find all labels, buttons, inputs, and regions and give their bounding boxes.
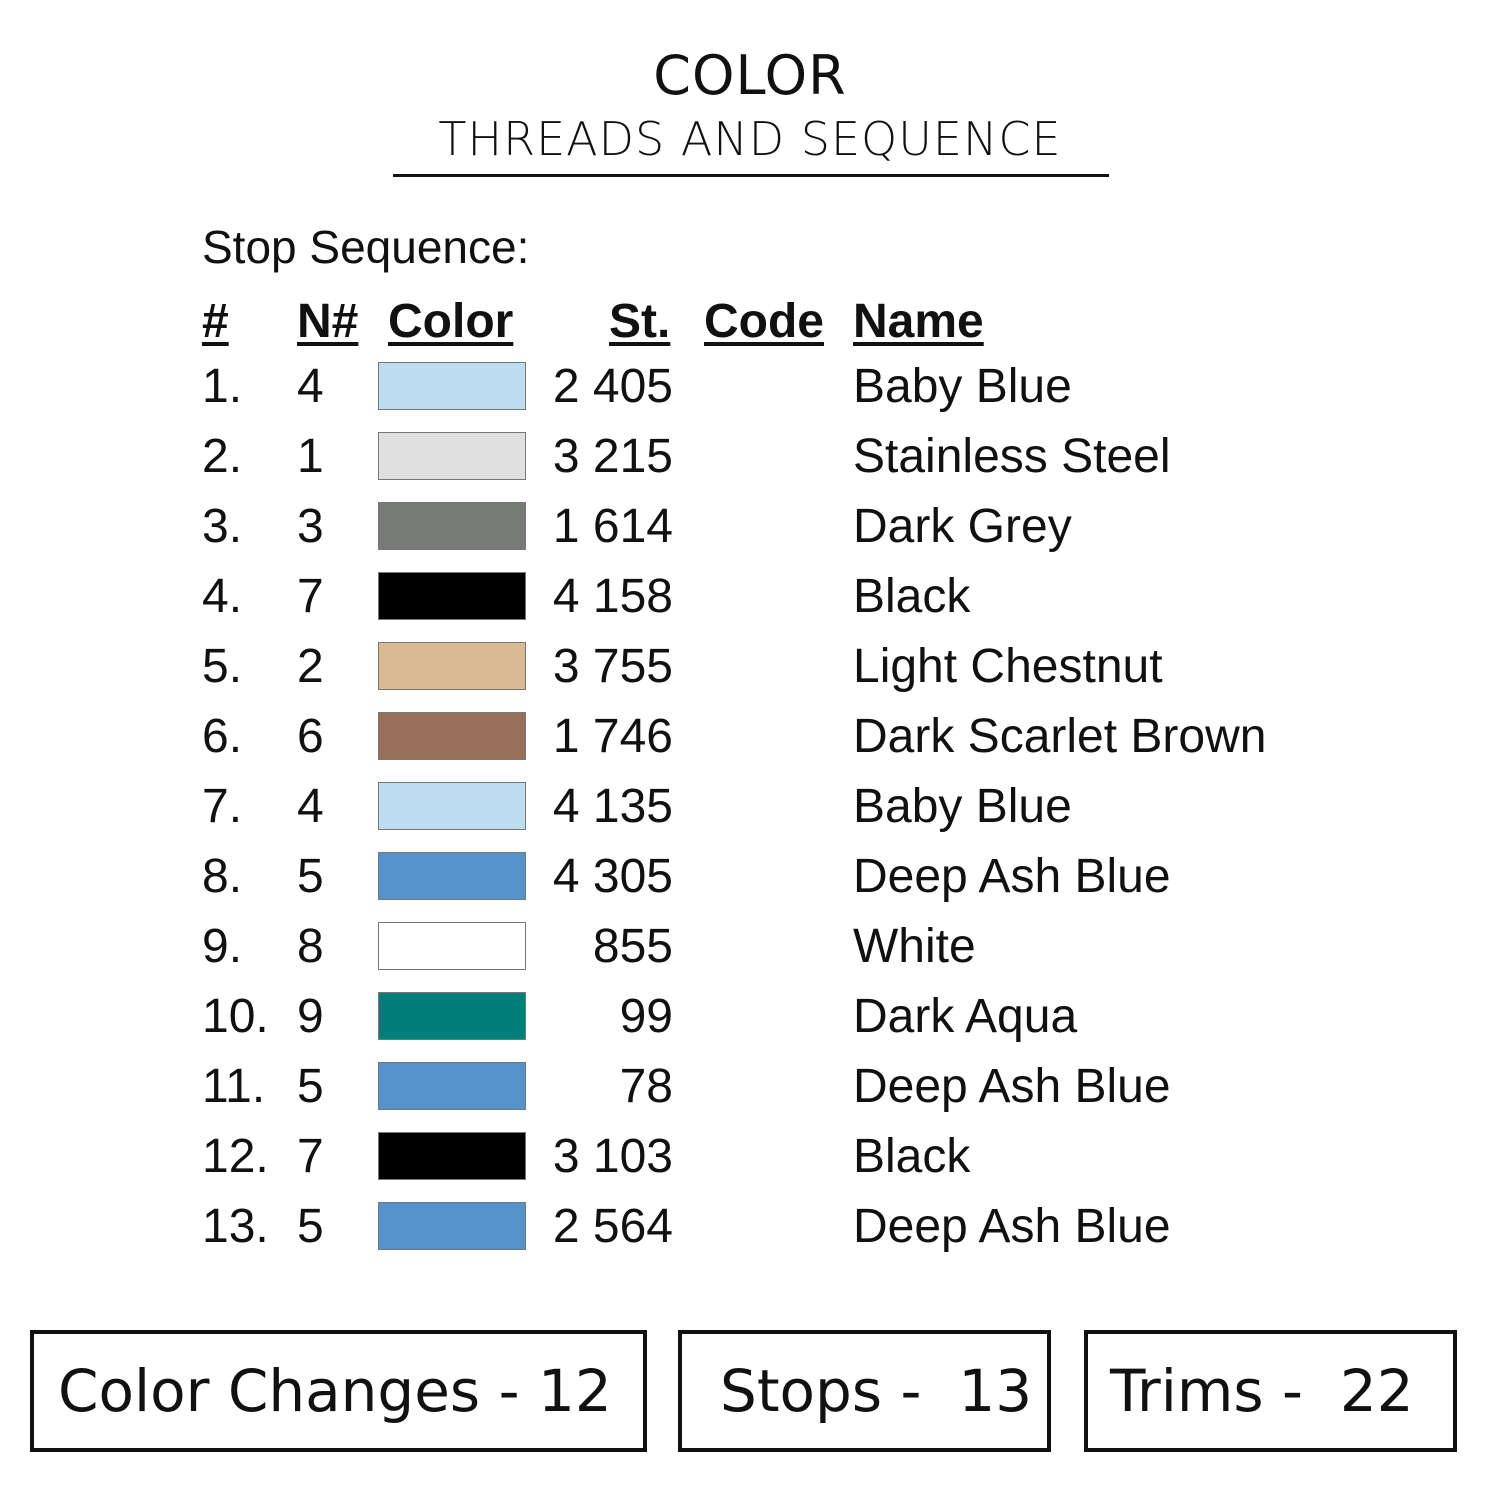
stitch-count: 2 564 [552,1200,673,1253]
thread-name: Black [853,570,971,623]
color-swatch [378,572,526,620]
needle-number: 5 [297,1060,324,1113]
color-swatch [378,992,526,1040]
thread-name: Dark Grey [853,500,1072,553]
color-swatch [378,712,526,760]
needle-number: 8 [297,920,324,973]
stitch-count: 4 158 [552,570,673,623]
table-row: 2. 1 3 215 Stainless Steel [0,427,1500,487]
color-swatch [378,1132,526,1180]
page-subtitle: THREADS AND SEQUENCE [438,112,1062,166]
table-row: 10. 9 99 Dark Aqua [0,987,1500,1047]
stitch-count: 78 [619,1060,673,1113]
needle-number: 7 [297,1130,324,1183]
needle-number: 6 [297,710,324,763]
stitch-count: 4 135 [552,780,673,833]
color-swatch [378,362,526,410]
thread-name: Deep Ash Blue [853,1200,1171,1253]
row-number: 12. [202,1130,269,1183]
stitch-count: 4 305 [552,850,673,903]
row-number: 6. [202,710,243,763]
thread-name: Stainless Steel [853,430,1171,483]
thread-name: Baby Blue [853,780,1072,833]
stitch-count: 855 [592,920,673,973]
table-row: 1. 4 2 405 Baby Blue [0,357,1500,417]
color-swatch [378,642,526,690]
color-swatch [378,502,526,550]
row-number: 10. [202,990,269,1043]
row-number: 4. [202,570,243,623]
row-number: 2. [202,430,243,483]
page-title: COLOR [653,44,847,107]
color-swatch [378,1062,526,1110]
color-swatch [378,922,526,970]
row-number: 1. [202,360,243,413]
thread-name: Light Chestnut [853,640,1163,693]
needle-number: 4 [297,780,324,833]
stops-box: Stops - 13 [678,1330,1051,1452]
row-number: 9. [202,920,243,973]
column-header-color: Color [388,295,514,348]
table-row: 9. 8 855 White [0,917,1500,977]
title-divider [393,174,1109,177]
thread-name: Deep Ash Blue [853,850,1171,903]
row-number: 7. [202,780,243,833]
thread-name: Deep Ash Blue [853,1060,1171,1113]
table-row: 11. 5 78 Deep Ash Blue [0,1057,1500,1117]
row-number: 11. [202,1060,266,1113]
stitch-count: 2 405 [552,360,673,413]
needle-number: 5 [297,1200,324,1253]
column-header-name: Name [853,295,984,348]
row-number: 8. [202,850,243,903]
row-number: 5. [202,640,243,693]
table-row: 5. 2 3 755 Light Chestnut [0,637,1500,697]
thread-name: White [853,920,976,973]
table-row: 13. 5 2 564 Deep Ash Blue [0,1197,1500,1257]
thread-name: Dark Scarlet Brown [853,710,1267,763]
column-header-code: Code [704,295,824,348]
stitch-count: 1 746 [552,710,673,763]
color-swatch [378,852,526,900]
table-row: 8. 5 4 305 Deep Ash Blue [0,847,1500,907]
stitch-count: 3 755 [552,640,673,693]
table-row: 7. 4 4 135 Baby Blue [0,777,1500,837]
color-swatch [378,782,526,830]
row-number: 13. [202,1200,269,1253]
stitch-count: 3 215 [552,430,673,483]
stitch-count: 3 103 [552,1130,673,1183]
trims-box: Trims - 22 [1084,1330,1457,1452]
column-header-needle: N# [297,295,359,348]
color-swatch [378,432,526,480]
thread-name: Black [853,1130,971,1183]
column-header-stitches: St. [609,295,671,348]
table-row: 6. 6 1 746 Dark Scarlet Brown [0,707,1500,767]
thread-name: Baby Blue [853,360,1072,413]
stitch-count: 1 614 [552,500,673,553]
stitch-count: 99 [619,990,673,1043]
row-number: 3. [202,500,243,553]
needle-number: 7 [297,570,324,623]
color-swatch [378,1202,526,1250]
needle-number: 2 [297,640,324,693]
needle-number: 9 [297,990,324,1043]
needle-number: 5 [297,850,324,903]
color-changes-box: Color Changes - 12 [30,1330,647,1452]
column-header-num: # [202,295,229,348]
needle-number: 3 [297,500,324,553]
needle-number: 1 [297,430,324,483]
needle-number: 4 [297,360,324,413]
table-row: 3. 3 1 614 Dark Grey [0,497,1500,557]
section-label: Stop Sequence: [202,221,530,273]
table-row: 4. 7 4 158 Black [0,567,1500,627]
table-row: 12. 7 3 103 Black [0,1127,1500,1187]
thread-name: Dark Aqua [853,990,1078,1043]
